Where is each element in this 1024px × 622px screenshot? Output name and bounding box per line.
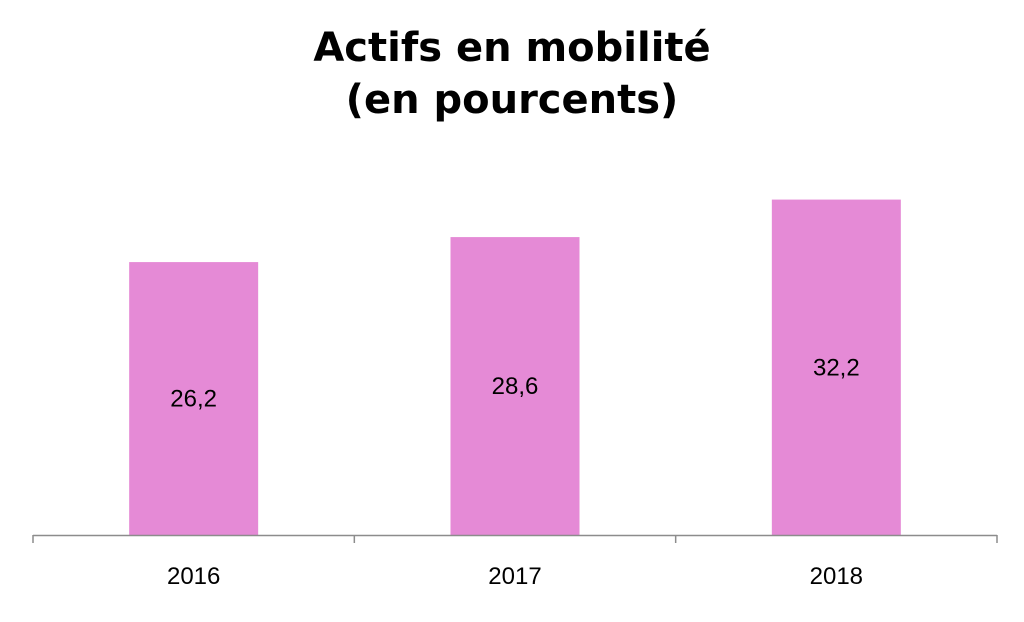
bar-2016 — [129, 262, 259, 535]
x-tick-label: 2017 — [488, 563, 541, 590]
bar-value-label: 26,2 — [170, 386, 217, 413]
bar-2018 — [771, 199, 901, 536]
chart-title: Actifs en mobilité (en pourcents) — [0, 22, 1024, 126]
bar-value-label: 28,6 — [492, 373, 539, 400]
x-tick-label: 2018 — [810, 563, 863, 590]
bars-layer — [129, 199, 901, 536]
labels-layer: 26,2 2016 28,6 2017 32,2 2018 — [167, 354, 863, 590]
bar-2017 — [450, 237, 580, 536]
chart-title-line-2: (en pourcents) — [345, 77, 679, 123]
bar-value-label: 32,2 — [813, 354, 860, 381]
x-tick-label: 2016 — [167, 563, 220, 590]
chart-title-line-1: Actifs en mobilité — [313, 25, 711, 71]
x-axis — [32, 534, 998, 543]
